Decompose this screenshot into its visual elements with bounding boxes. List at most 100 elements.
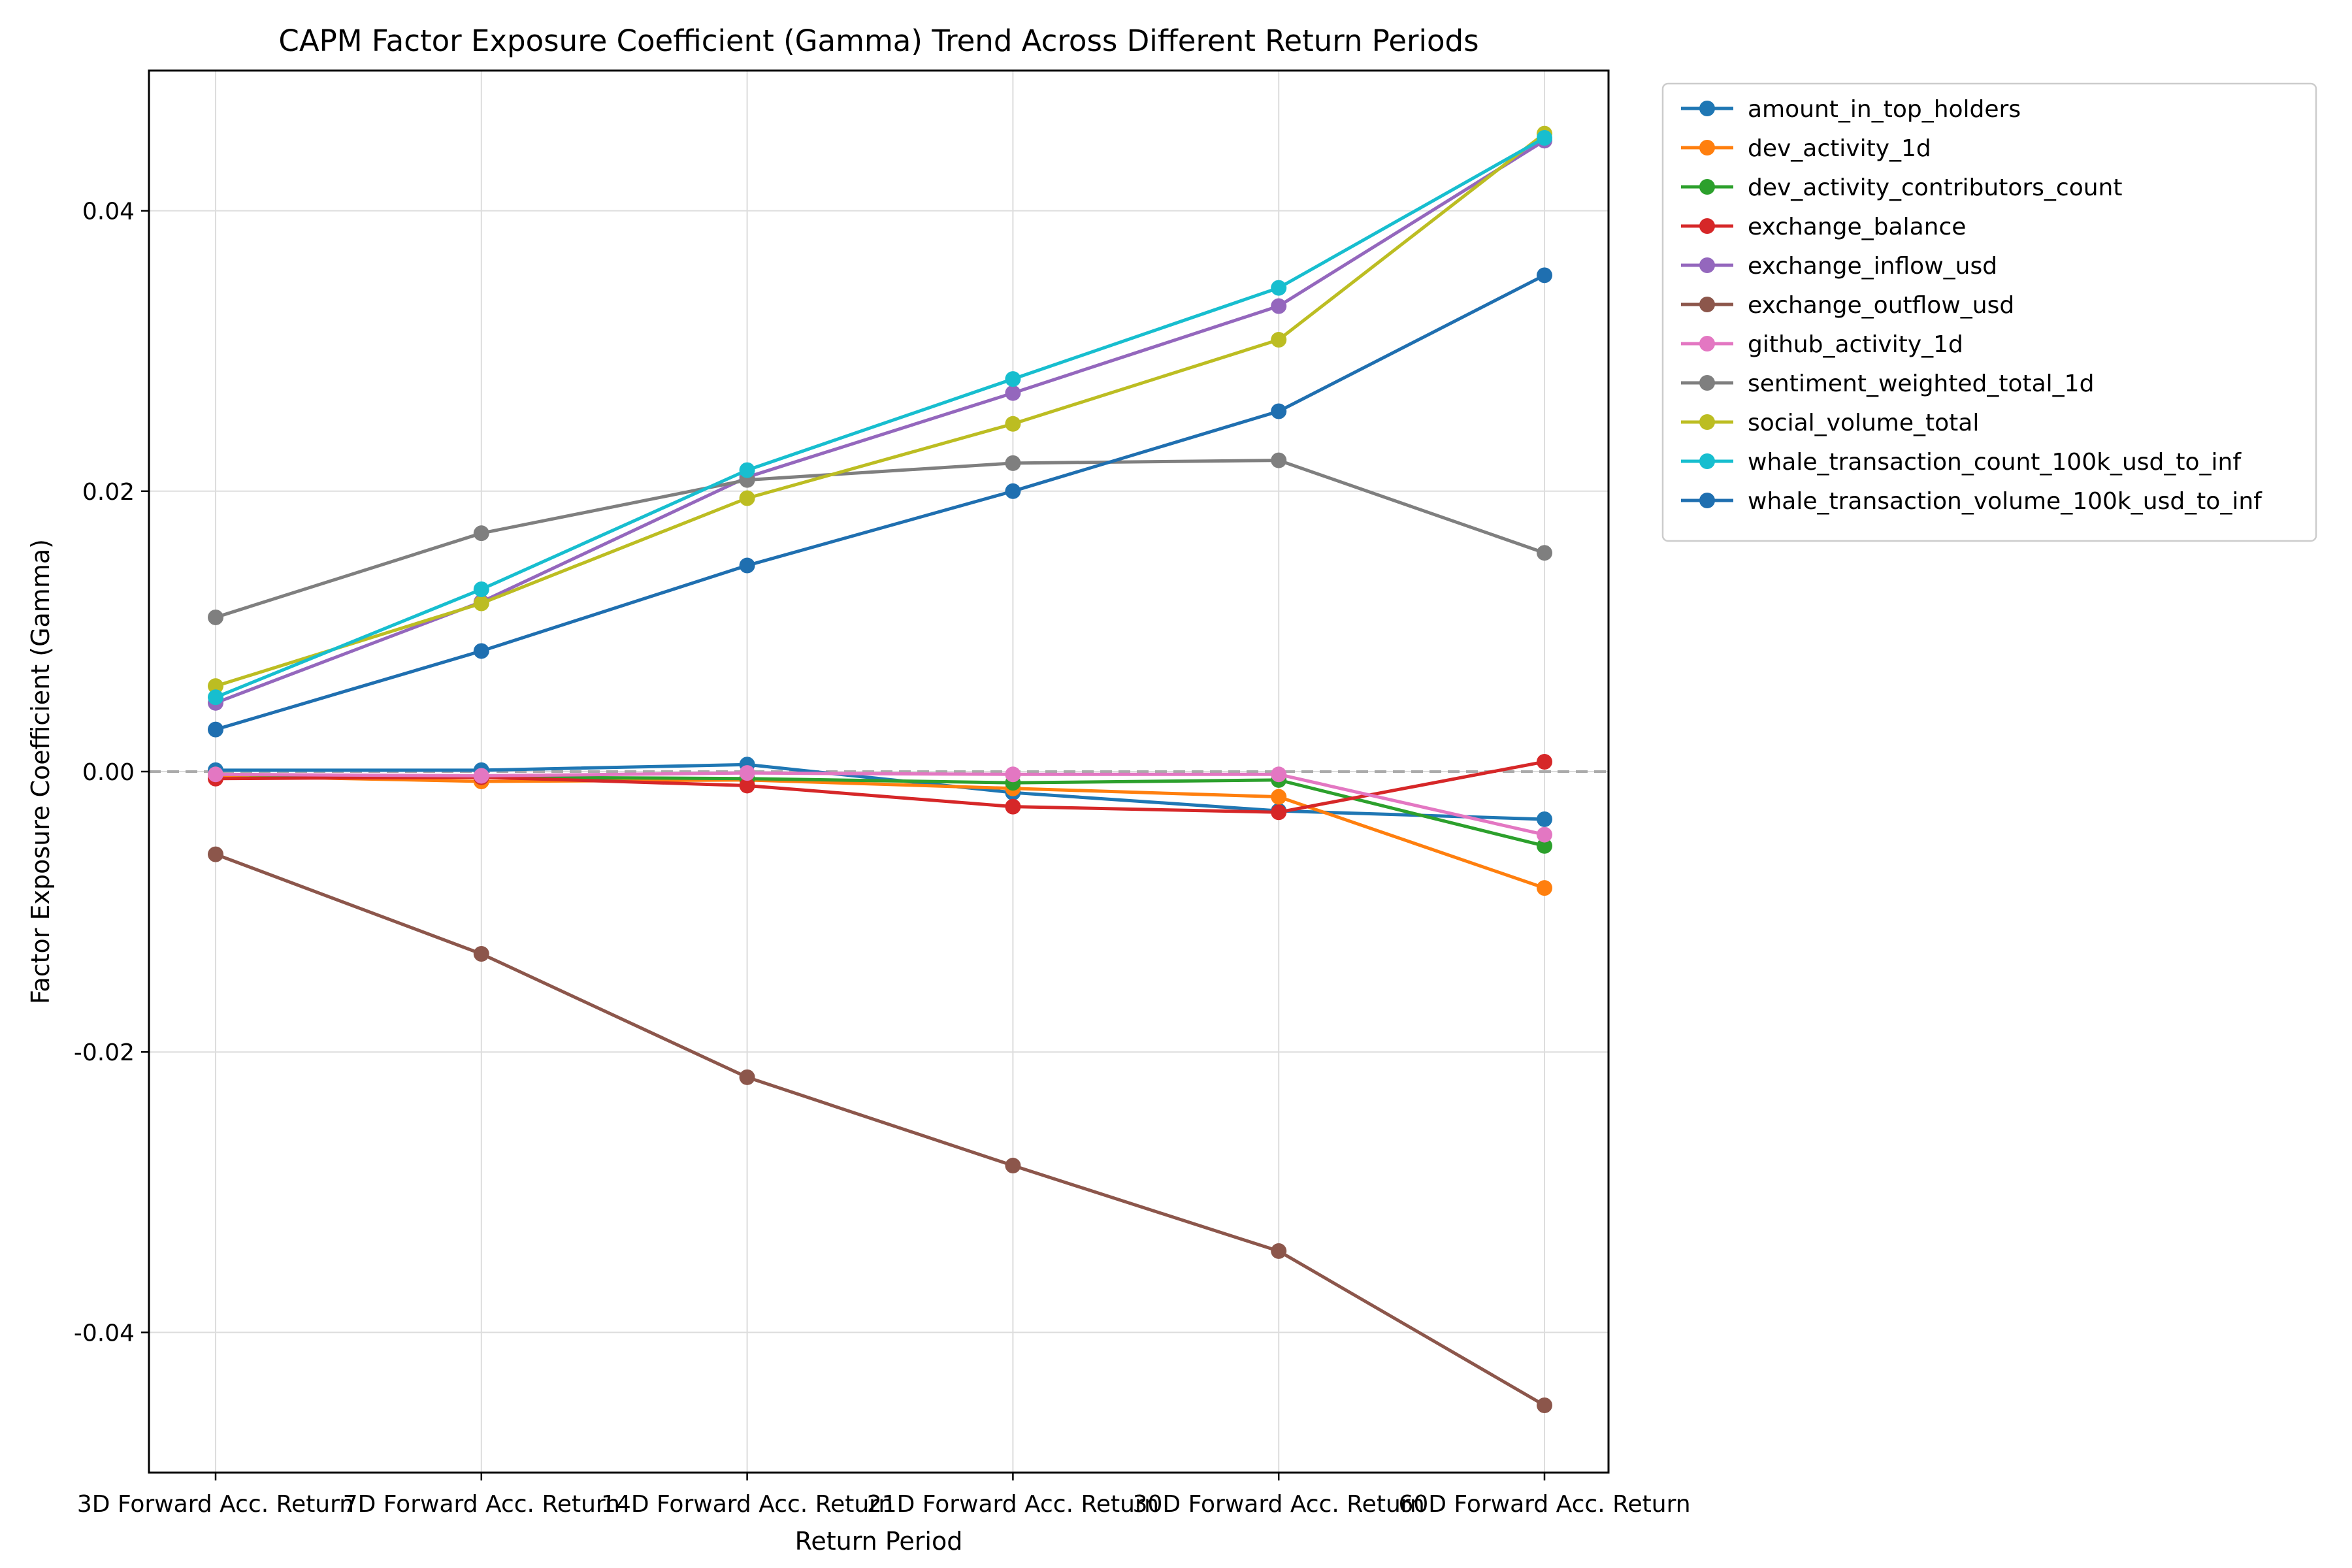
data-point	[1271, 766, 1287, 783]
series-line	[215, 274, 1546, 732]
legend-item: exchange_outflow_usd	[1681, 292, 2014, 319]
data-point	[1537, 880, 1552, 896]
data-point	[739, 557, 755, 574]
legend-label: exchange_inflow_usd	[1748, 253, 1997, 280]
legend-label: exchange_outflow_usd	[1748, 292, 2014, 319]
series-exchange_balance	[208, 753, 1552, 821]
legend-box	[1661, 82, 2317, 542]
data-point	[1271, 332, 1287, 348]
data-point	[1537, 130, 1552, 146]
series-group	[208, 125, 1552, 1413]
legend-label: exchange_balance	[1748, 214, 1966, 240]
legend-swatch-marker	[1699, 375, 1715, 391]
data-point	[473, 581, 489, 598]
legend-item: whale_transaction_count_100k_usd_to_inf	[1681, 449, 2242, 476]
legend-label: amount_in_top_holders	[1748, 96, 2021, 123]
data-point	[1537, 838, 1552, 854]
legend-swatch-marker	[1699, 297, 1715, 312]
x-tick-label: 30D Forward Acc. Return	[1133, 1491, 1425, 1518]
data-point	[473, 945, 489, 962]
series-sentiment_weighted_total_1d	[208, 452, 1552, 625]
series-line	[215, 760, 1545, 814]
data-point	[1005, 416, 1021, 432]
series-line	[215, 459, 1545, 619]
data-point	[1271, 804, 1287, 821]
x-tick-label: 7D Forward Acc. Return	[343, 1491, 620, 1518]
data-point	[473, 768, 489, 784]
legend-item: exchange_balance	[1681, 214, 1966, 240]
series-line	[215, 853, 1546, 1407]
series-line	[215, 136, 1546, 699]
legend-item: whale_transaction_volume_100k_usd_to_inf	[1681, 488, 2262, 515]
y-tick-label: -0.02	[74, 1039, 135, 1066]
data-point	[1271, 298, 1287, 314]
data-point	[1537, 753, 1552, 770]
data-point	[208, 721, 223, 738]
data-point	[739, 462, 755, 478]
data-point	[473, 643, 489, 659]
y-axis-title: Factor Exposure Coefficient (Gamma)	[26, 539, 55, 1004]
series-line	[215, 774, 1545, 890]
legend-swatch-marker	[1699, 179, 1715, 195]
data-point	[1005, 483, 1021, 499]
y-tick-label: 0.00	[82, 759, 135, 786]
series-line	[215, 139, 1546, 705]
y-tick-label: -0.04	[74, 1320, 135, 1347]
series-github_activity_1d	[208, 765, 1552, 843]
legend-swatch-marker	[1699, 336, 1715, 351]
legend-swatch-marker	[1699, 414, 1715, 430]
legend-item: exchange_inflow_usd	[1681, 253, 1997, 280]
legend-label: whale_transaction_volume_100k_usd_to_inf	[1748, 488, 2262, 515]
legend-item: dev_activity_1d	[1681, 135, 1931, 162]
x-tick-label: 3D Forward Acc. Return	[77, 1491, 354, 1518]
data-point	[739, 490, 755, 506]
legend-label: sentiment_weighted_total_1d	[1748, 370, 2094, 397]
series-social_volume_total	[208, 125, 1552, 694]
x-tick-label: 14D Forward Acc. Return	[601, 1491, 893, 1518]
data-point	[1271, 789, 1287, 805]
series-line	[215, 132, 1546, 688]
data-point	[1005, 371, 1021, 387]
y-tick-label: 0.02	[82, 479, 135, 506]
x-tick-label: 60D Forward Acc. Return	[1398, 1491, 1690, 1518]
data-point	[1537, 811, 1552, 827]
data-point	[739, 1069, 755, 1085]
data-point	[473, 525, 489, 542]
data-point	[739, 777, 755, 794]
chart-title: CAPM Factor Exposure Coefficient (Gamma)…	[278, 24, 1478, 58]
legend-item: amount_in_top_holders	[1681, 96, 2021, 123]
data-point	[1537, 826, 1552, 843]
legend-label: github_activity_1d	[1748, 331, 1963, 358]
series-dev_activity_1d	[208, 768, 1552, 896]
data-point	[208, 609, 223, 625]
data-point	[1005, 385, 1021, 401]
legend-item: dev_activity_contributors_count	[1681, 174, 2123, 201]
legend-label: dev_activity_1d	[1748, 135, 1931, 162]
legend-swatch-marker	[1699, 140, 1715, 155]
data-point	[1271, 403, 1287, 419]
series-exchange_outflow_usd	[208, 846, 1552, 1413]
data-point	[208, 766, 223, 783]
legend-swatch-marker	[1699, 218, 1715, 234]
legend: amount_in_top_holders dev_activity_1d dev_…	[1661, 82, 2317, 542]
legend-swatch-marker	[1699, 257, 1715, 273]
legend-item: social_volume_total	[1681, 410, 1979, 436]
data-point	[739, 765, 755, 781]
data-point	[1271, 452, 1287, 468]
series-whale_transaction_count_100k_usd_to_inf	[208, 130, 1552, 706]
data-point	[1271, 280, 1287, 296]
data-point	[1537, 267, 1552, 284]
y-axis: -0.04 -0.02 0.00 0.02 0.04	[74, 199, 149, 1347]
data-point	[208, 678, 223, 694]
data-point	[1537, 545, 1552, 561]
legend-label: whale_transaction_count_100k_usd_to_inf	[1748, 449, 2242, 476]
x-axis-title: Return Period	[795, 1527, 963, 1556]
data-point	[1005, 766, 1021, 783]
data-point	[208, 846, 223, 862]
data-point	[1271, 1243, 1287, 1259]
data-point	[1005, 1158, 1021, 1174]
legend-item: github_activity_1d	[1681, 331, 1963, 358]
